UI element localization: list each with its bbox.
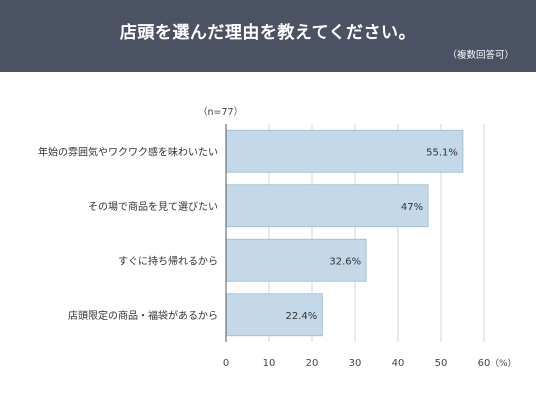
x-tick-label-4: 40 — [392, 358, 405, 369]
bar-0 — [225, 129, 464, 173]
category-label-2: すぐに持ち帰れるから — [118, 254, 218, 267]
sample-size-label: （n=77） — [198, 107, 244, 118]
x-tick-label-3: 30 — [349, 358, 362, 369]
category-label-1: その場で商品を見て選びたい — [88, 200, 218, 213]
bar-value-label-2: 32.6% — [329, 256, 361, 267]
x-tick-label-2: 20 — [306, 358, 319, 369]
x-tick-label-6: 60 — [478, 358, 491, 369]
x-tick-label-5: 50 — [435, 358, 448, 369]
multiple-answer-note: （複数回答可） — [447, 50, 514, 61]
header-banner: 店頭を選んだ理由を教えてください。 （複数回答可） — [0, 0, 536, 72]
x-tick-label-0: 0 — [223, 358, 229, 369]
category-label-0: 年始の雰囲気やワクワク感を味わいたい — [38, 145, 218, 158]
bar-1 — [225, 184, 429, 228]
bar-value-label-0: 55.1% — [426, 147, 458, 158]
category-label-3: 店頭限定の商品・福袋があるから — [68, 309, 218, 322]
x-tick-label-1: 10 — [263, 358, 276, 369]
bar-2 — [225, 238, 367, 282]
chart-title: 店頭を選んだ理由を教えてください。 — [119, 23, 417, 43]
bar-value-label-3: 22.4% — [286, 311, 318, 322]
x-unit-label: （%） — [490, 358, 517, 369]
bar-value-label-1: 47% — [401, 202, 423, 213]
